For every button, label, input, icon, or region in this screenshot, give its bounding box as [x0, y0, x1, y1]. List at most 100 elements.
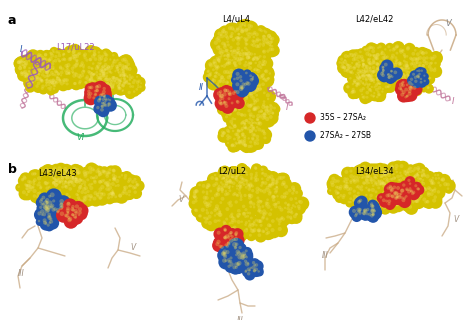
Circle shape	[418, 76, 426, 83]
Circle shape	[218, 248, 231, 261]
Circle shape	[247, 226, 260, 239]
Circle shape	[356, 165, 365, 174]
Circle shape	[219, 129, 231, 140]
Circle shape	[250, 72, 258, 80]
Circle shape	[49, 220, 53, 224]
Circle shape	[230, 59, 241, 70]
Circle shape	[376, 53, 380, 57]
Circle shape	[29, 184, 39, 194]
Circle shape	[401, 189, 413, 201]
Circle shape	[253, 140, 256, 143]
Circle shape	[58, 191, 62, 194]
Circle shape	[219, 244, 222, 248]
Circle shape	[237, 36, 240, 39]
Circle shape	[100, 177, 109, 186]
Circle shape	[102, 66, 110, 75]
Circle shape	[209, 180, 221, 193]
Circle shape	[29, 175, 43, 188]
Circle shape	[353, 80, 356, 84]
Circle shape	[214, 41, 218, 45]
Circle shape	[57, 166, 68, 177]
Circle shape	[274, 205, 278, 208]
Circle shape	[384, 63, 388, 67]
Circle shape	[244, 76, 255, 87]
Circle shape	[405, 64, 409, 67]
Circle shape	[371, 52, 384, 66]
Circle shape	[205, 67, 214, 76]
Circle shape	[356, 180, 359, 183]
Circle shape	[238, 26, 242, 30]
Circle shape	[100, 101, 110, 111]
Circle shape	[26, 78, 38, 91]
Circle shape	[100, 80, 104, 84]
Circle shape	[55, 203, 69, 216]
Circle shape	[111, 63, 114, 67]
Circle shape	[387, 45, 390, 48]
Circle shape	[241, 178, 244, 181]
Circle shape	[406, 164, 415, 173]
Circle shape	[229, 115, 239, 125]
Circle shape	[100, 56, 103, 60]
Circle shape	[217, 105, 228, 115]
Circle shape	[138, 81, 145, 87]
Circle shape	[259, 189, 263, 192]
Circle shape	[265, 209, 278, 222]
Circle shape	[391, 195, 394, 198]
Circle shape	[236, 82, 249, 94]
Circle shape	[80, 67, 89, 76]
Circle shape	[239, 176, 243, 180]
Circle shape	[233, 217, 236, 220]
Circle shape	[361, 202, 372, 214]
Circle shape	[114, 65, 121, 73]
Circle shape	[234, 262, 239, 267]
Circle shape	[240, 113, 243, 116]
Circle shape	[96, 70, 109, 83]
Circle shape	[256, 217, 266, 228]
Circle shape	[82, 168, 95, 180]
Text: b: b	[8, 163, 17, 176]
Circle shape	[372, 60, 375, 64]
Circle shape	[223, 177, 225, 180]
Circle shape	[379, 195, 383, 197]
Circle shape	[408, 205, 412, 209]
Circle shape	[365, 174, 373, 181]
Circle shape	[405, 173, 408, 176]
Circle shape	[376, 62, 379, 66]
Circle shape	[226, 176, 236, 186]
Circle shape	[52, 181, 56, 185]
Circle shape	[264, 181, 267, 185]
Circle shape	[118, 55, 130, 68]
Circle shape	[246, 90, 260, 104]
Circle shape	[108, 69, 111, 73]
Circle shape	[237, 138, 240, 141]
Circle shape	[277, 201, 280, 204]
Circle shape	[246, 127, 250, 131]
Circle shape	[50, 204, 62, 216]
Circle shape	[45, 182, 48, 186]
Circle shape	[42, 201, 57, 217]
Circle shape	[354, 177, 364, 187]
Circle shape	[101, 192, 103, 195]
Circle shape	[368, 53, 372, 57]
Circle shape	[394, 191, 398, 196]
Circle shape	[245, 269, 247, 272]
Circle shape	[74, 170, 83, 179]
Circle shape	[74, 50, 85, 61]
Circle shape	[230, 229, 244, 242]
Circle shape	[226, 100, 237, 112]
Circle shape	[197, 204, 211, 218]
Circle shape	[356, 64, 364, 72]
Circle shape	[219, 51, 223, 55]
Circle shape	[360, 73, 366, 79]
Circle shape	[77, 189, 80, 193]
Circle shape	[237, 193, 247, 203]
Circle shape	[66, 170, 69, 172]
Circle shape	[52, 176, 60, 184]
Circle shape	[357, 54, 370, 67]
Circle shape	[337, 180, 340, 183]
Circle shape	[230, 128, 238, 136]
Circle shape	[439, 184, 442, 187]
Circle shape	[260, 57, 273, 70]
Circle shape	[284, 207, 286, 209]
Circle shape	[109, 66, 113, 70]
